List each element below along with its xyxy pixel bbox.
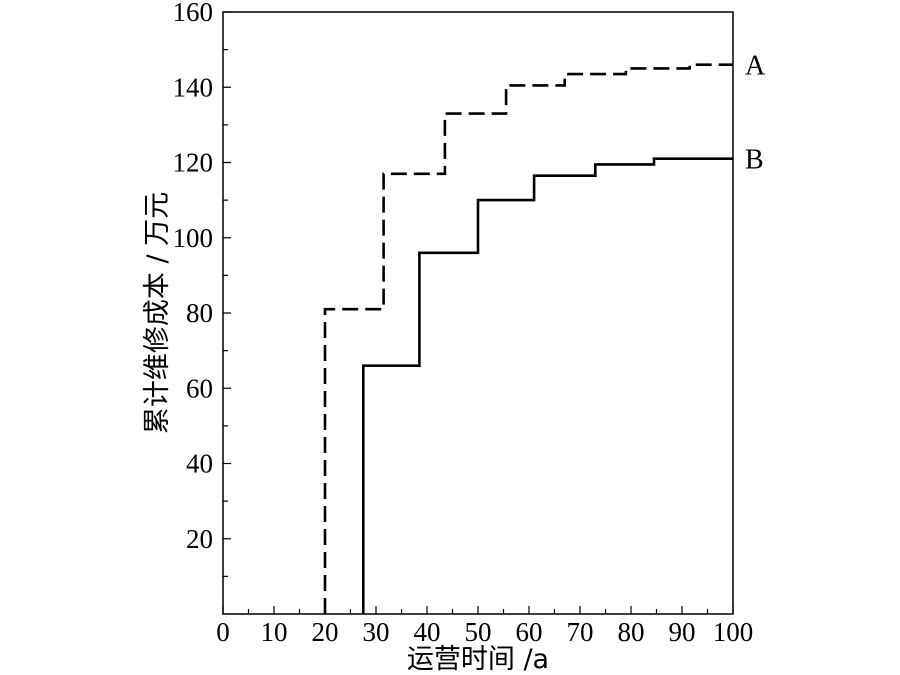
labels-layer: 0 10 20 30 40 50 60 70 80 90 100 20 40 60 80 100 120 140 1… [173,0,767,647]
y-tick-label: 40 [186,449,213,479]
x-tick-label: 40 [414,617,441,647]
y-tick-label: 20 [186,524,213,554]
x-tick-label: 0 [216,617,230,647]
x-tick-label: 100 [713,617,754,647]
x-tick-label: 70 [567,617,594,647]
y-tick-label: 160 [173,0,214,27]
x-tick-label: 90 [669,617,696,647]
series-label-b: B [745,145,764,176]
x-tick-label: 80 [618,617,645,647]
y-tick-label: 140 [173,72,214,102]
x-axis-label: 运营时间 /a [407,644,549,675]
tick-marks [222,11,734,614]
y-tick-label: 100 [173,223,214,253]
x-tick-label: 30 [363,617,390,647]
series-label-a: A [745,51,766,82]
y-tick-label: 80 [186,298,213,328]
x-tick-label: 10 [261,617,288,647]
plot-frame [222,11,734,615]
x-tick-label: 60 [516,617,543,647]
series-line-b [361,157,733,614]
x-tick-label: 50 [465,617,492,647]
series-line-a [323,63,733,614]
y-tick-label: 120 [173,148,214,178]
y-tick-label: 60 [186,373,213,403]
y-axis-label: 累计维修成本 / 万元 [142,192,173,434]
series-layer [323,63,733,614]
x-tick-label: 20 [312,617,339,647]
